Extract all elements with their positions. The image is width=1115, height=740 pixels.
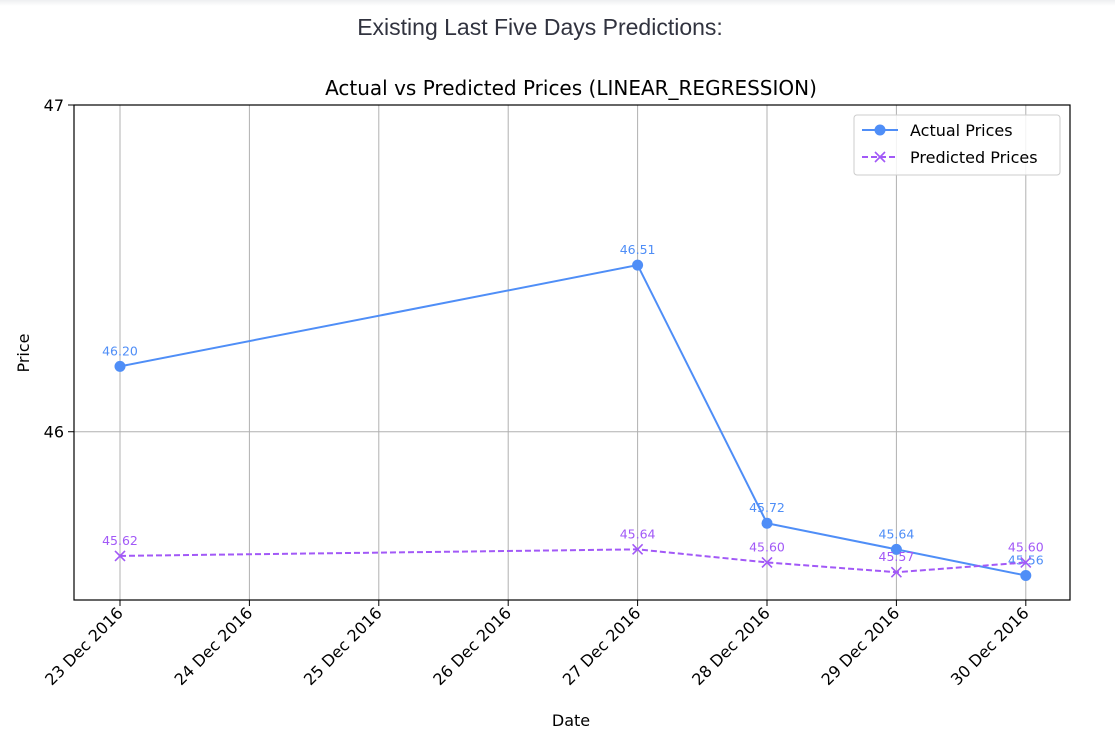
legend-marker <box>874 151 886 163</box>
series-predicted-prices: 45.62 45.64 45.60 45.57 45.60 <box>102 526 1044 578</box>
data-point <box>632 543 644 555</box>
series: 46.20 46.51 45.72 45.64 45.56 45.62 45.64 45.60… <box>102 242 1044 581</box>
data-point <box>890 566 902 578</box>
series-line <box>119 548 1026 574</box>
data-label: 45.64 <box>620 526 656 541</box>
x-tick-label: 28 Dec 2016 <box>688 603 774 689</box>
data-label: 46.51 <box>620 242 656 257</box>
y-tick-label: 47 <box>44 96 64 115</box>
data-point <box>632 259 644 271</box>
x-tick-label: 26 Dec 2016 <box>429 603 515 689</box>
y-axis-label: Price <box>14 333 33 372</box>
x-tick-label: 29 Dec 2016 <box>818 603 904 689</box>
data-label: 45.56 <box>1008 552 1044 567</box>
legend-label: Actual Prices <box>910 121 1013 140</box>
x-tick-label: 30 Dec 2016 <box>947 603 1033 689</box>
plot-frame <box>73 104 1071 601</box>
data-label: 45.72 <box>749 500 785 515</box>
series-actual-prices: 46.20 46.51 45.72 45.64 45.56 <box>102 242 1044 581</box>
grid <box>74 104 1070 600</box>
data-point <box>761 556 773 568</box>
data-point <box>1020 569 1032 581</box>
data-label: 46.20 <box>102 343 138 358</box>
legend: Actual Prices Predicted Prices <box>853 114 1061 176</box>
data-label: 45.60 <box>1008 539 1044 554</box>
data-point <box>114 550 126 562</box>
data-point <box>114 360 126 372</box>
data-label: 45.64 <box>879 526 915 541</box>
x-tick-label: 27 Dec 2016 <box>559 603 645 689</box>
legend-label: Predicted Prices <box>910 148 1038 167</box>
data-point <box>890 543 902 555</box>
section-heading: Existing Last Five Days Predictions: <box>357 14 723 40</box>
x-axis-label: Date <box>552 711 590 730</box>
y-tick-label: 46 <box>44 423 64 442</box>
app-header-strip <box>0 0 1115 6</box>
data-label: 45.62 <box>102 533 138 548</box>
x-tick-label: 24 Dec 2016 <box>171 603 257 689</box>
x-tick-label: 25 Dec 2016 <box>300 603 386 689</box>
data-point <box>761 517 773 529</box>
data-label: 45.60 <box>749 539 785 554</box>
data-label: 45.57 <box>879 549 915 564</box>
legend-marker <box>874 124 886 136</box>
chart-title: Actual vs Predicted Prices (LINEAR_REGRE… <box>325 76 817 100</box>
data-point <box>1020 556 1032 568</box>
legend-box <box>853 114 1061 176</box>
x-tick-label: 23 Dec 2016 <box>41 603 127 689</box>
